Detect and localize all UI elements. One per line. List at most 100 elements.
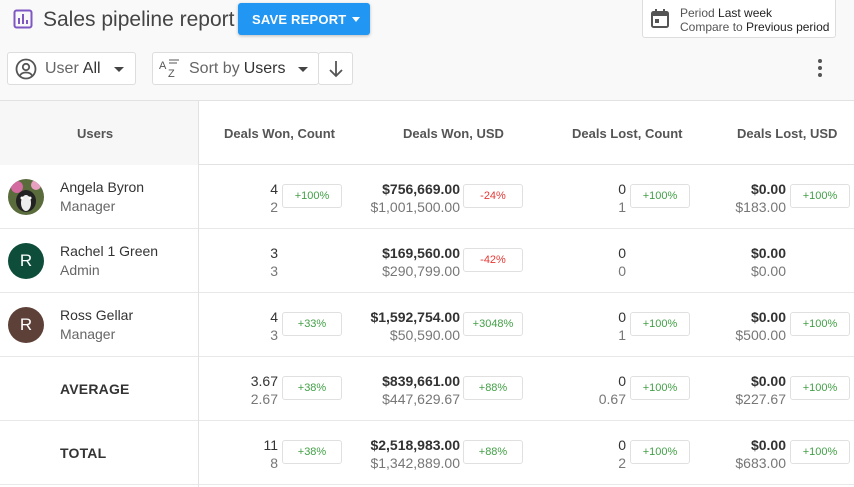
avatar <box>8 179 44 215</box>
table-row[interactable]: R Ross Gellar Manager 4 3 +33% $1,592,75… <box>0 293 854 357</box>
lost-count: 0 <box>618 245 626 261</box>
change-badge: +100% <box>630 440 690 464</box>
won-count: 3.67 <box>250 373 278 389</box>
lost-count-prev: 0 <box>618 263 626 279</box>
lost-usd: $0.00 <box>750 437 786 453</box>
average-label: AVERAGE <box>60 381 130 397</box>
save-report-button[interactable]: SAVE REPORT <box>238 3 370 35</box>
bar-chart-icon <box>13 9 33 29</box>
user-role: Manager <box>60 198 116 214</box>
avatar: R <box>8 307 44 343</box>
won-count-prev: 3 <box>270 263 278 279</box>
sort-by-value: Users <box>243 59 286 77</box>
won-count-prev: 8 <box>270 455 278 471</box>
lost-usd-prev: $0.00 <box>750 263 786 279</box>
won-count-prev: 2.67 <box>250 391 278 407</box>
change-badge: +100% <box>790 376 850 400</box>
chevron-down-icon[interactable] <box>352 17 360 22</box>
lost-count: 0 <box>618 309 626 325</box>
lost-usd: $0.00 <box>750 309 786 325</box>
lost-count-prev: 2 <box>618 455 626 471</box>
change-badge: +38% <box>282 376 342 400</box>
won-usd: $2,518,983.00 <box>370 437 460 453</box>
table-row[interactable]: Angela Byron Manager 4 2 +100% $756,669.… <box>0 165 854 229</box>
user-filter-value: All <box>82 59 101 77</box>
lost-count-prev: 1 <box>618 327 626 343</box>
save-report-label: SAVE REPORT <box>252 11 347 27</box>
total-label: TOTAL <box>60 445 107 461</box>
won-usd-prev: $290,799.00 <box>382 263 460 279</box>
won-count-prev: 2 <box>270 199 278 215</box>
user-name: Rachel 1 Green <box>60 243 159 259</box>
lost-usd: $0.00 <box>750 245 786 261</box>
user-filter-dropdown[interactable]: User All <box>7 52 136 85</box>
change-badge: +3048% <box>463 312 523 336</box>
column-header-users[interactable]: Users <box>77 126 114 141</box>
change-badge: +38% <box>282 440 342 464</box>
won-count: 3 <box>270 245 278 261</box>
average-row: AVERAGE 3.67 2.67 +38% $839,661.00 $447,… <box>0 357 854 421</box>
change-badge: +100% <box>282 184 342 208</box>
user-name: Ross Gellar <box>60 307 134 323</box>
lost-usd-prev: $683.00 <box>735 455 786 471</box>
change-badge: +100% <box>630 376 690 400</box>
change-badge: -24% <box>463 184 523 208</box>
column-header-deals-won-count[interactable]: Deals Won, Count <box>224 126 335 141</box>
won-count: 4 <box>270 181 278 197</box>
won-usd: $839,661.00 <box>382 373 460 389</box>
lost-usd-prev: $183.00 <box>735 199 786 215</box>
change-badge: +100% <box>630 312 690 336</box>
user-circle-icon <box>15 58 37 79</box>
lost-usd-prev: $500.00 <box>735 327 786 343</box>
won-count: 4 <box>270 309 278 325</box>
sort-by-label: Sort by <box>189 59 240 77</box>
sort-direction-button[interactable] <box>318 52 353 85</box>
won-usd-prev: $50,590.00 <box>389 327 460 343</box>
won-usd-prev: $447,629.67 <box>382 391 460 407</box>
change-badge: +100% <box>630 184 690 208</box>
won-usd: $169,560.00 <box>382 245 460 261</box>
user-role: Admin <box>60 262 100 278</box>
lost-count-prev: 1 <box>618 199 626 215</box>
avatar: R <box>8 243 44 279</box>
lost-count-prev: 0.67 <box>598 391 626 407</box>
won-count: 11 <box>263 437 278 453</box>
lost-usd: $0.00 <box>750 181 786 197</box>
won-usd: $1,592,754.00 <box>370 309 460 325</box>
user-role: Manager <box>60 326 116 342</box>
column-header-deals-won-usd[interactable]: Deals Won, USD <box>403 126 504 141</box>
won-usd-prev: $1,001,500.00 <box>370 199 460 215</box>
lost-usd: $0.00 <box>750 373 786 389</box>
sort-by-dropdown[interactable]: A Z Sort by Users <box>152 52 319 85</box>
table-header: Users Deals Won, Count Deals Won, USD De… <box>0 101 854 165</box>
calendar-icon <box>651 9 669 28</box>
report-table: Users Deals Won, Count Deals Won, USD De… <box>0 100 854 487</box>
svg-text:A: A <box>159 60 167 72</box>
change-badge: +100% <box>790 312 850 336</box>
svg-text:Z: Z <box>168 68 175 80</box>
total-row: TOTAL 11 8 +38% $2,518,983.00 $1,342,889… <box>0 421 854 485</box>
change-badge: -42% <box>463 248 523 272</box>
won-usd-prev: $1,342,889.00 <box>370 455 460 471</box>
column-header-deals-lost-usd[interactable]: Deals Lost, USD <box>737 126 838 141</box>
change-badge: +33% <box>282 312 342 336</box>
change-badge: +88% <box>463 376 523 400</box>
page-title: Sales pipeline report <box>43 8 235 31</box>
won-usd: $756,669.00 <box>382 181 460 197</box>
table-row[interactable]: R Rachel 1 Green Admin 3 3 $169,560.00 $… <box>0 229 854 293</box>
period-selector[interactable]: Period Last week Compare to Previous per… <box>642 0 836 38</box>
column-header-deals-lost-count[interactable]: Deals Lost, Count <box>572 126 683 141</box>
arrow-down-icon <box>328 60 343 77</box>
user-filter-label: User <box>45 59 79 77</box>
change-badge: +88% <box>463 440 523 464</box>
period-text: Period Last week <box>680 6 773 20</box>
lost-count: 0 <box>618 373 626 389</box>
chevron-down-icon <box>114 67 124 72</box>
lost-count: 0 <box>618 181 626 197</box>
compare-text: Compare to Previous period <box>680 20 830 34</box>
column-divider <box>198 101 199 487</box>
sort-az-icon: A Z <box>159 59 179 80</box>
user-name: Angela Byron <box>60 179 145 195</box>
more-vert-icon[interactable] <box>814 58 826 78</box>
lost-count: 0 <box>618 437 626 453</box>
